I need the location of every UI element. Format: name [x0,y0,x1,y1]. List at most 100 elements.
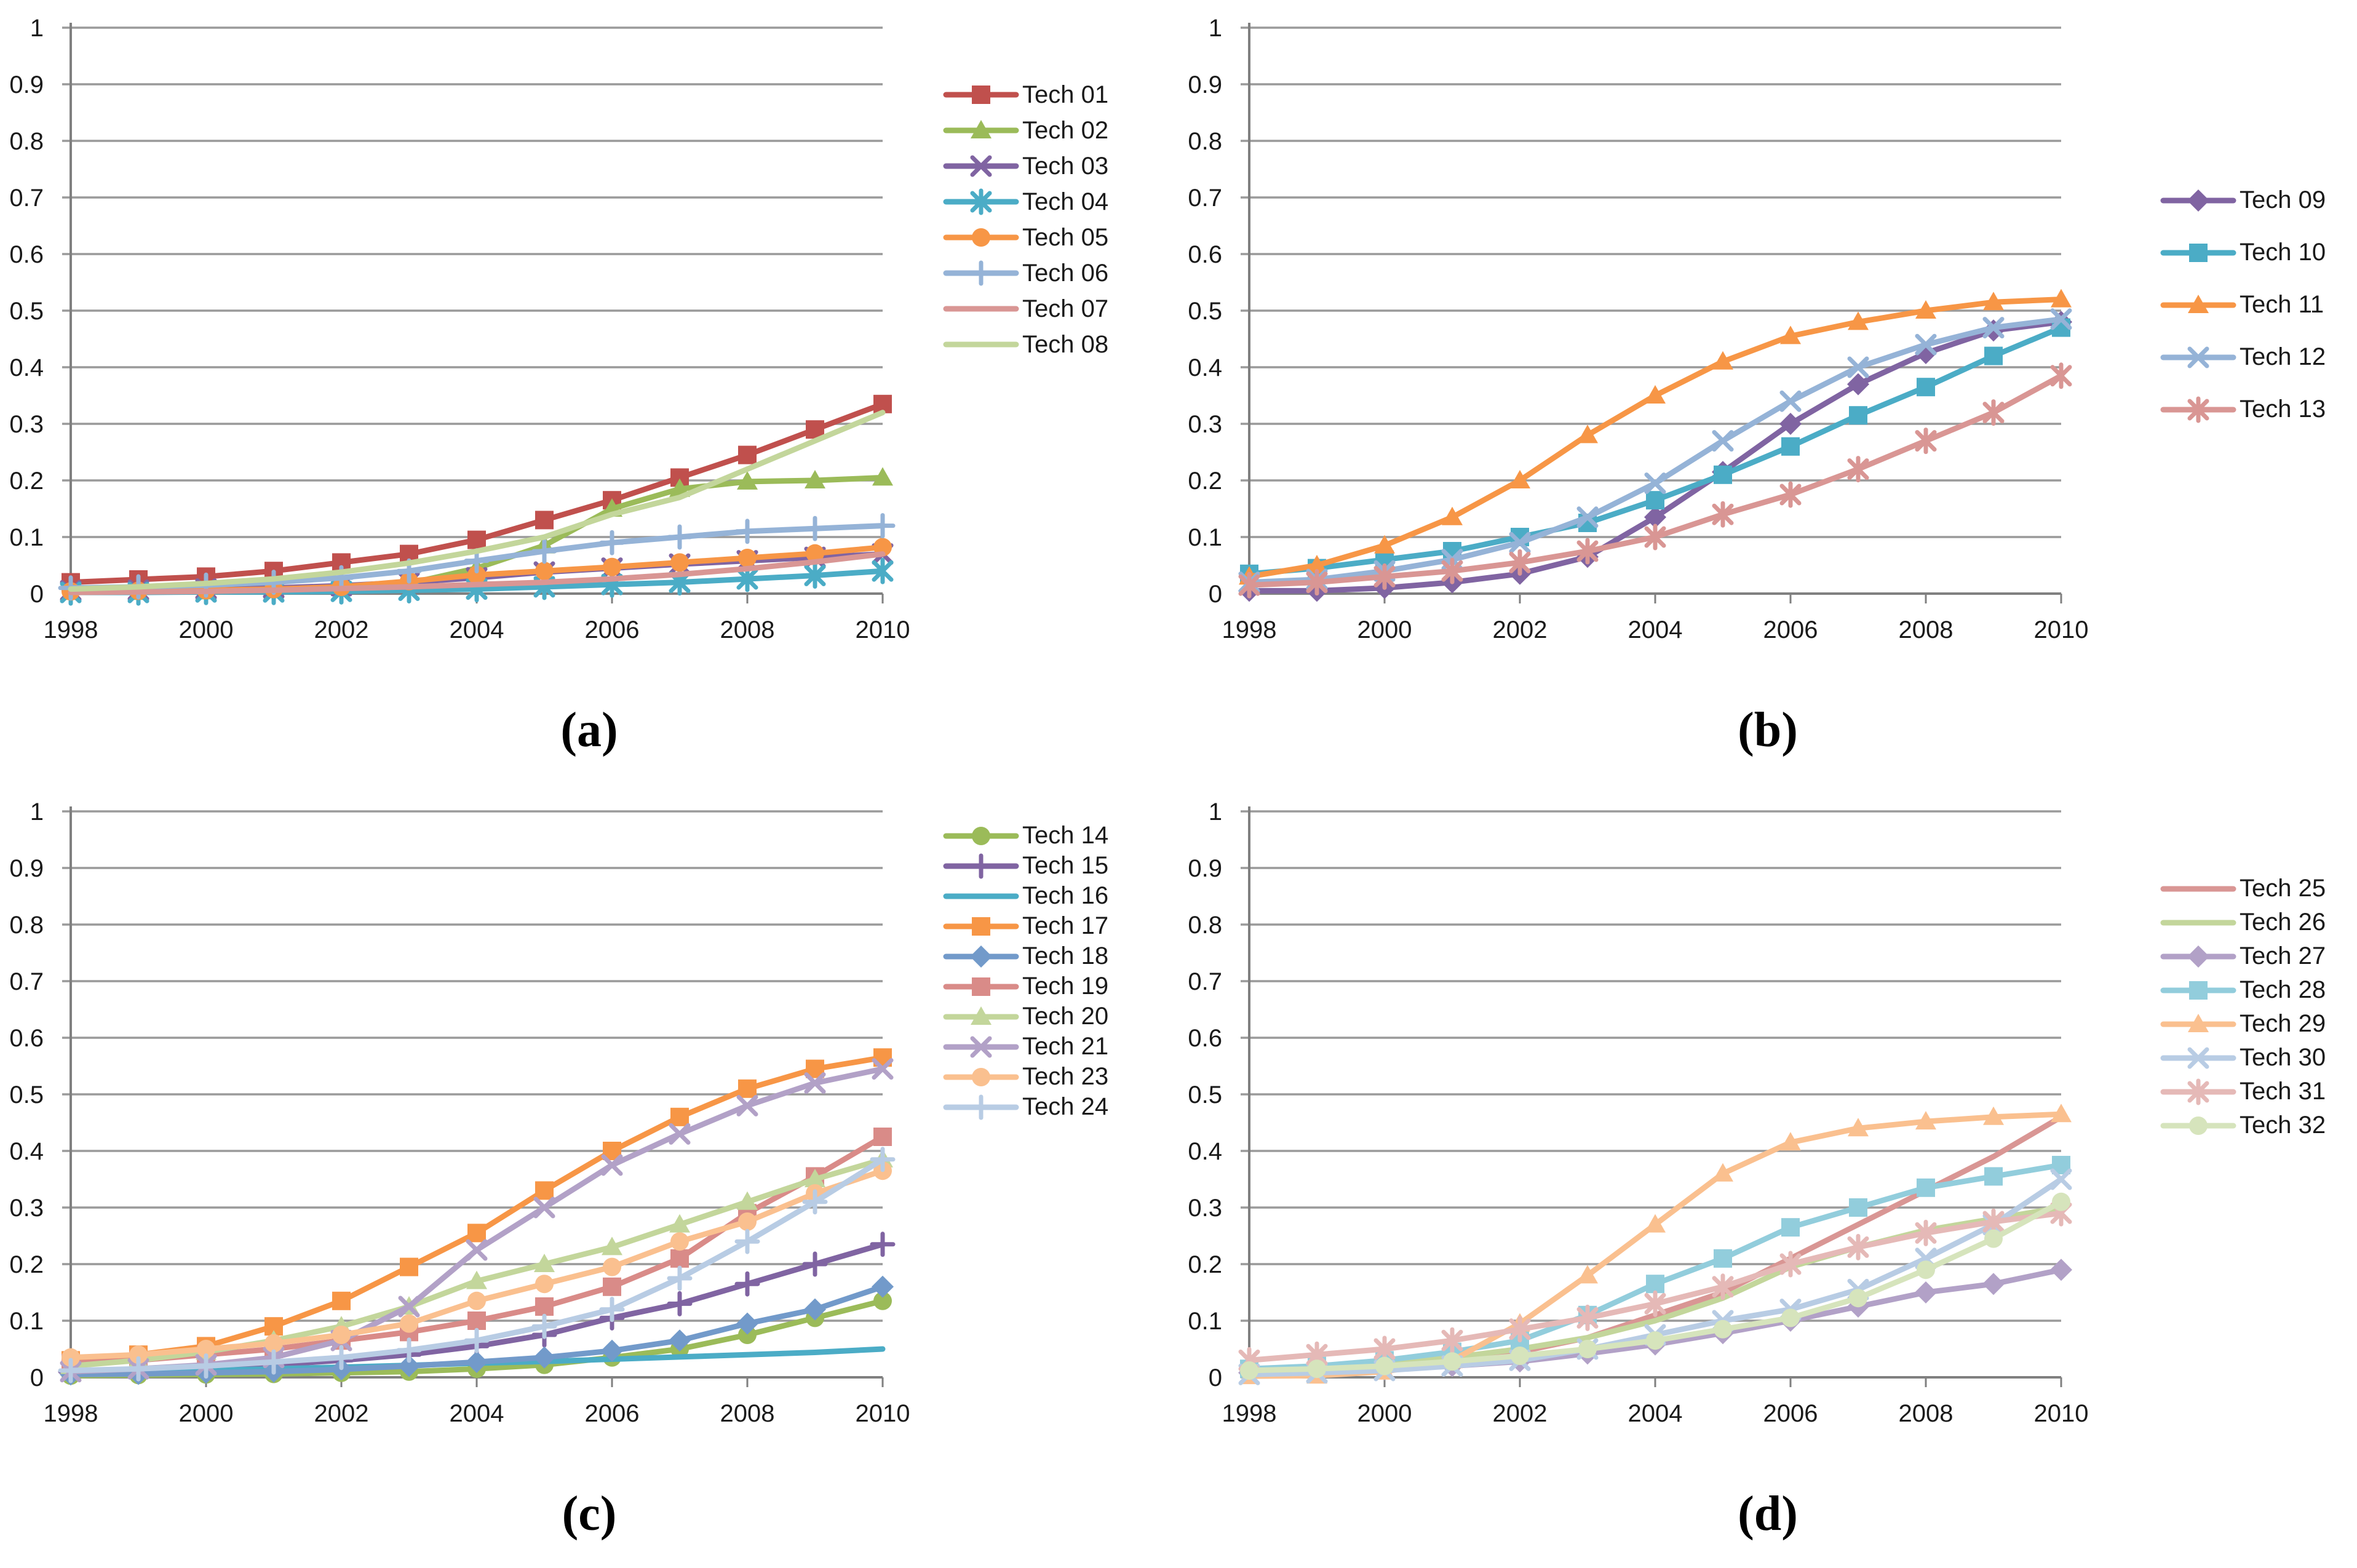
Tech-19-square-marker-icon [535,1297,554,1316]
Tech-02-triangle-marker-icon [971,120,992,138]
legend-label: Tech 19 [1022,973,1109,1000]
y-axis-tick-label: 0.5 [9,298,44,325]
x-axis-tick-label: 2004 [1628,616,1683,643]
Tech-14-circle-marker-icon [738,1326,757,1344]
legend-swatch-icon [2160,1013,2236,1032]
Tech-27-diamond-marker-icon [1982,1273,2005,1295]
x-axis-tick-label: 2008 [720,1400,775,1427]
Tech-23-circle-marker-icon [62,1348,80,1367]
Tech-17-square-marker-icon [670,1107,689,1126]
legend-item-Tech-30: Tech 30 [2160,1041,2326,1075]
y-axis-tick-label: 0.2 [1188,1251,1222,1278]
Tech-05-circle-marker-icon [738,549,757,568]
legend-swatch-icon [943,188,1019,215]
Tech-12-x-marker-icon [2050,308,2072,330]
x-axis-tick-label: 2008 [1899,1400,1954,1427]
legend-item-Tech-21: Tech 21 [943,1032,1109,1062]
Tech-11-triangle-marker-icon [1848,311,1869,330]
Tech-29-triangle-marker-icon [2051,1104,2072,1123]
subfigure-caption-d: (d) [1738,1487,1798,1541]
x-axis-tick-label: 2008 [720,616,775,643]
y-axis-tick-label: 0.4 [1188,354,1222,381]
legend-item-Tech-04: Tech 04 [943,184,1108,220]
Tech-30-x-marker-icon [2187,1047,2209,1069]
y-axis-tick-label: 0.8 [9,128,44,155]
y-axis-tick-label: 0.9 [1188,855,1222,882]
legend-label: Tech 32 [2240,1112,2326,1139]
legend-item-Tech-07: Tech 07 [943,291,1108,327]
legend-label: Tech 11 [2240,291,2324,318]
Tech-18-diamond-marker-icon [601,1339,623,1362]
Tech-21-x-marker-icon [398,1295,420,1318]
Tech-10-square-marker-icon [1849,406,1867,425]
y-axis-tick-label: 0.3 [1188,411,1222,438]
Tech-32-circle-marker-icon [1443,1352,1461,1371]
chart-panel-a: 1 0.9 0.8 0.7 0.6 0.5 0.4 0.3 0.2 0.1 0 1998 2000 200… [0,0,1178,784]
Tech-09-diamond-marker-icon [2187,189,2209,212]
Tech-11-triangle-marker-icon [1509,470,1530,488]
y-axis-tick-label: 0.2 [9,468,44,495]
Tech-28-square-marker-icon [1781,1218,1800,1237]
legend-label: Tech 21 [1022,1033,1109,1060]
x-axis-tick-label: 2004 [450,616,504,643]
Tech-29-triangle-marker-icon [1577,1265,1598,1284]
legend-swatch-icon [2160,1116,2236,1135]
Tech-11-triangle-marker-icon [2051,289,2072,308]
legend-swatch-icon [943,1006,1019,1025]
legend-swatch-icon [943,1094,1019,1120]
y-axis-tick-label: 0.3 [1188,1195,1222,1222]
Tech-18-diamond-marker-icon [804,1298,826,1321]
legend-item-Tech-24: Tech 24 [943,1092,1108,1122]
Tech-20-triangle-marker-icon [805,1169,825,1187]
Tech-29-triangle-marker-icon [1915,1111,1936,1130]
legend-item-Tech-10: Tech 10 [2160,226,2326,279]
legend-label: Tech 14 [1022,822,1109,849]
x-axis-tick-label: 2000 [1357,1400,1412,1427]
y-axis-tick-label: 0.1 [9,524,44,551]
legend-item-Tech-12: Tech 12 [2160,331,2326,383]
Tech-12-x-marker-icon [1779,390,1802,412]
Tech-23-circle-marker-icon [400,1314,418,1333]
legend-label: Tech 10 [2240,239,2326,266]
subfigure-caption-c: (c) [562,1487,617,1541]
y-axis-tick-label: 0.7 [1188,185,1222,212]
Tech-27-diamond-marker-icon [2050,1259,2072,1281]
legend-d: Tech 25 Tech 26 Tech 27 Tech 28 Tech 29 Tech … [2160,872,2326,1142]
legend-item-Tech-27: Tech 27 [2160,939,2326,973]
Tech-01-square-marker-icon [535,511,554,530]
y-axis-tick-label: 0.4 [9,354,44,381]
legend-item-Tech-31: Tech 31 [2160,1075,2326,1108]
legend-item-Tech-01: Tech 01 [943,77,1108,113]
Tech-20-triangle-marker-icon [669,1214,690,1233]
legend-label: Tech 15 [1022,852,1109,879]
legend-swatch-icon [943,341,1019,348]
chart-panel-c: 1 0.9 0.8 0.7 0.6 0.5 0.4 0.3 0.2 0.1 0 1998 2000 200… [0,784,1178,1568]
y-axis-tick-label: 0.1 [1188,1308,1222,1335]
y-axis-tick-label: 0 [1209,581,1222,608]
Tech-12-x-marker-icon [1847,356,1869,378]
y-axis-tick-label: 0.3 [9,411,44,438]
legend-c: Tech 14 Tech 15 Tech 16 Tech 17 Tech 18 Tech … [943,821,1109,1122]
legend-item-Tech-17: Tech 17 [943,911,1108,941]
legend-label: Tech 18 [1022,942,1109,969]
Tech-10-square-marker-icon [2189,243,2208,262]
legend-swatch-icon [2160,920,2236,925]
x-axis-tick-label: 2008 [1899,616,1954,643]
Tech-23-circle-marker-icon [129,1345,148,1364]
legend-label: Tech 28 [2240,976,2326,1003]
Tech-28-square-marker-icon [1984,1167,2003,1186]
legend-item-Tech-05: Tech 05 [943,220,1108,255]
x-axis-tick-label: 2010 [856,1400,910,1427]
legend-swatch-icon [943,228,1019,247]
Tech-01-square-marker-icon [738,445,757,464]
Tech-01-square-marker-icon [972,86,990,104]
x-axis-tick-label: 2010 [856,616,910,643]
Tech-23-circle-marker-icon [972,1067,990,1086]
x-axis-tick-label: 2010 [2034,1400,2089,1427]
Tech-12-x-marker-icon [1509,531,1531,554]
chart-panel-b: 1 0.9 0.8 0.7 0.6 0.5 0.4 0.3 0.2 0.1 0 1998 2000 200… [1178,0,2357,784]
Tech-19-square-marker-icon [972,977,990,996]
Tech-19-square-marker-icon [467,1311,486,1330]
legend-swatch-icon [943,945,1019,968]
